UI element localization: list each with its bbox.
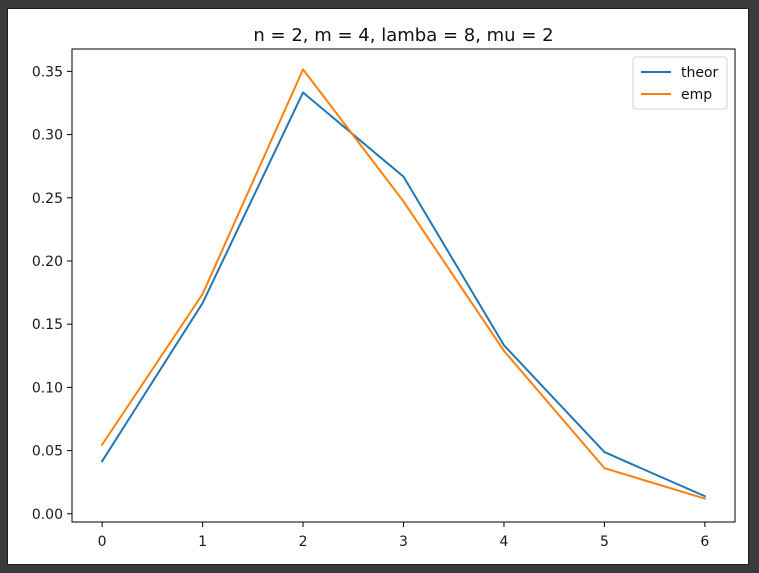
legend: theor emp <box>632 56 728 110</box>
series-line-emp <box>100 68 707 500</box>
y-tick-label: 0.00 <box>32 507 63 523</box>
plot-area <box>71 48 736 523</box>
y-tick-label: 0.20 <box>32 254 63 270</box>
chart-title: n = 2, m = 4, lamba = 8, mu = 2 <box>253 25 553 46</box>
y-tick-label: 0.10 <box>32 380 63 396</box>
y-axis: 0.00 0.05 0.10 0.15 0.20 0.25 0.30 0.35 <box>32 64 72 523</box>
y-tick-label: 0.05 <box>32 444 63 460</box>
legend-label-emp: emp <box>681 87 712 103</box>
y-tick-label: 0.30 <box>32 128 63 144</box>
x-tick-label: 6 <box>700 534 709 550</box>
y-tick-label: 0.15 <box>32 317 63 333</box>
x-tick-label: 3 <box>399 534 408 550</box>
series-line-theor <box>100 91 707 498</box>
legend-box <box>632 56 728 110</box>
x-tick-label: 2 <box>299 534 308 550</box>
x-axis: 0 1 2 3 4 5 6 <box>98 522 709 550</box>
legend-label-theor: theor <box>681 65 719 81</box>
y-tick-label: 0.25 <box>32 191 63 207</box>
x-tick-label: 5 <box>600 534 609 550</box>
x-tick-label: 0 <box>98 534 107 550</box>
series-lines <box>100 68 707 500</box>
y-tick-label: 0.35 <box>32 64 63 80</box>
x-tick-label: 1 <box>198 534 207 550</box>
x-tick-label: 4 <box>499 534 508 550</box>
